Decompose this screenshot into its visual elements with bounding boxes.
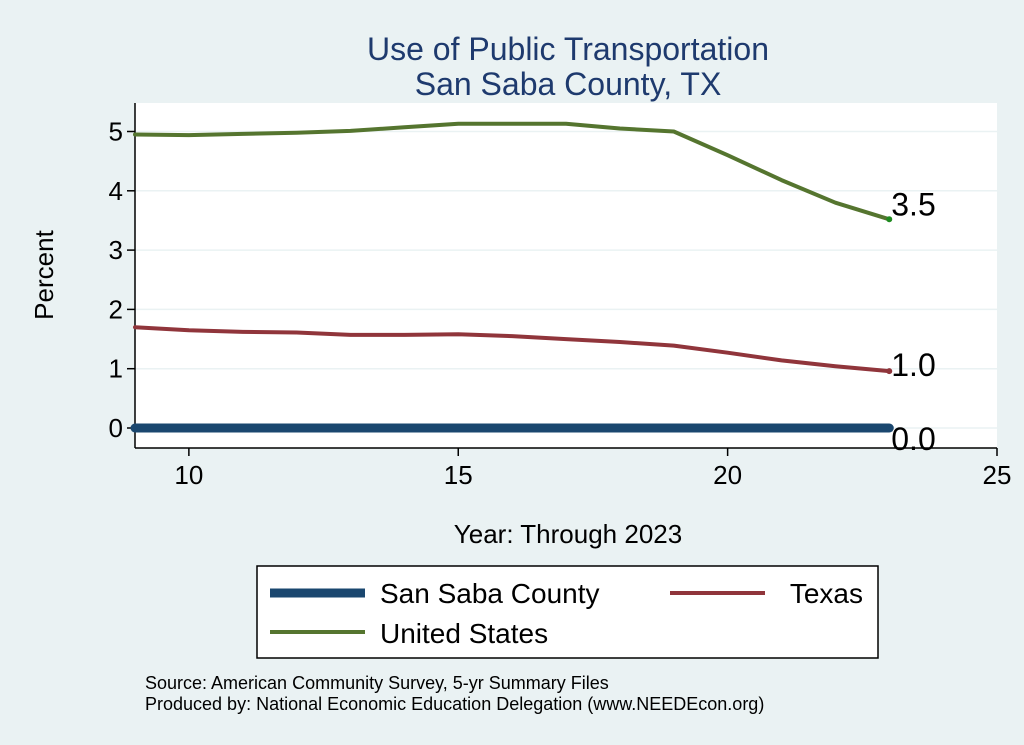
legend: San Saba County Texas United States [256, 565, 879, 659]
end-label-texas: 1.0 [891, 347, 935, 383]
y-axis-ticks: 0 1 2 3 4 5 [109, 117, 135, 443]
end-label-united-states: 3.5 [891, 186, 935, 222]
y-tick-label-1: 1 [109, 354, 123, 384]
plot-area [135, 103, 997, 448]
chart-title-line-2: San Saba County, TX [415, 66, 722, 102]
producer-note: Produced by: National Economic Education… [145, 694, 764, 714]
x-tick-label-15: 15 [444, 460, 473, 490]
y-tick-label-3: 3 [109, 235, 123, 265]
x-axis-title: Year: Through 2023 [454, 519, 682, 549]
x-tick-label-25: 25 [983, 460, 1012, 490]
end-marker-san-saba-county [886, 425, 893, 431]
chart-title-line-1: Use of Public Transportation [367, 31, 769, 67]
end-label-san-saba-county: 0.0 [891, 421, 935, 457]
y-tick-label-2: 2 [109, 294, 123, 324]
legend-box [256, 565, 879, 659]
end-labels: 0.0 1.0 3.5 [891, 186, 935, 457]
x-tick-label-10: 10 [174, 460, 203, 490]
legend-label-san-saba-county: San Saba County [380, 578, 600, 609]
x-axis-ticks: 10 15 20 25 [174, 448, 1011, 490]
series-line-united-states [133, 121, 892, 222]
legend-label-texas: Texas [790, 578, 863, 609]
series-line-texas [133, 325, 892, 374]
y-tick-label-0: 0 [109, 413, 123, 443]
y-axis-title: Percent [29, 229, 59, 319]
x-tick-label-20: 20 [713, 460, 742, 490]
end-marker-united-states [886, 216, 893, 223]
y-tick-label-5: 5 [109, 117, 123, 147]
legend-label-united-states: United States [380, 618, 548, 649]
series-lines [130, 121, 894, 433]
y-tick-label-4: 4 [109, 176, 123, 206]
source-note: Source: American Community Survey, 5-yr … [145, 673, 609, 693]
end-marker-texas [886, 368, 893, 375]
